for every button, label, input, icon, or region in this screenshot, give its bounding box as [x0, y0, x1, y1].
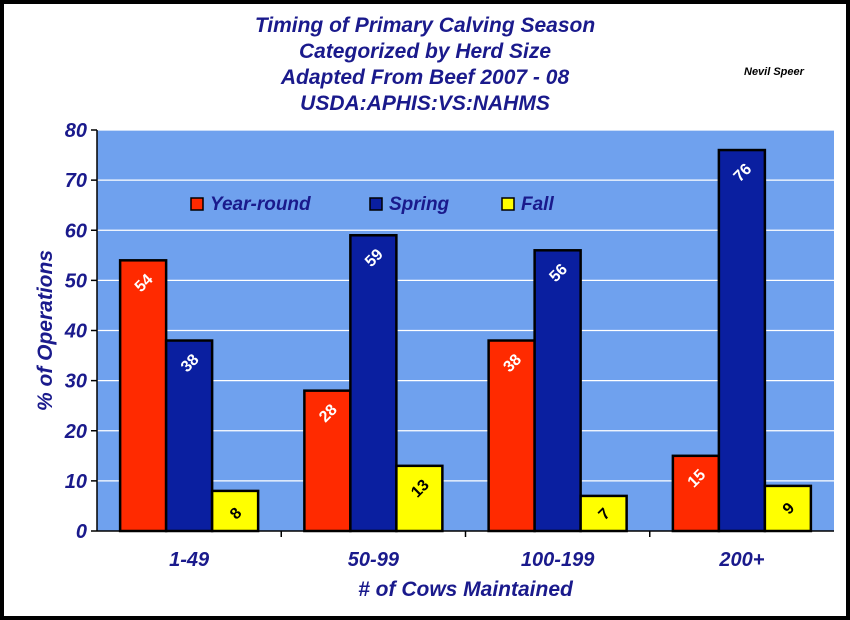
chart-title-line-2: Categorized by Herd Size [298, 40, 552, 63]
legend-swatch [369, 197, 383, 211]
y-tick-label: 30 [65, 371, 87, 393]
legend-label: Fall [521, 194, 554, 215]
chart-title-line-4: USDA:APHIS:VS:NAHMS [300, 92, 550, 115]
y-axis-title: % of Operations [34, 250, 57, 411]
bar [349, 234, 398, 533]
x-tick-label: 50-99 [348, 549, 400, 571]
chart-title-line-1: Timing of Primary Calving Season [254, 14, 596, 37]
bar [579, 494, 628, 533]
legend-label: Spring [389, 194, 450, 215]
x-tick-label: 1-49 [169, 549, 210, 571]
x-tick-label: 100-199 [521, 549, 595, 571]
bar [763, 484, 813, 533]
bar [487, 339, 536, 533]
y-tick-label: 10 [65, 471, 87, 493]
x-axis-title: # of Cows Maintained [358, 578, 574, 601]
y-tick-label: 70 [65, 170, 87, 192]
y-tick-label: 40 [64, 321, 87, 343]
y-tick-label: 0 [76, 521, 87, 543]
bar [164, 339, 214, 533]
chart-title-line-3: Adapted From Beef 2007 - 08 [280, 66, 570, 89]
y-tick-label: 80 [65, 120, 87, 142]
bar [118, 259, 168, 533]
bar [533, 249, 582, 533]
x-tick-label: 200+ [718, 549, 764, 571]
legend-swatch [190, 197, 204, 211]
legend-label: Year-round [210, 194, 311, 215]
legend-swatch [501, 197, 515, 211]
bar [717, 148, 767, 533]
y-tick-label: 60 [65, 220, 87, 242]
y-tick-label: 50 [65, 270, 87, 292]
bar [210, 489, 260, 533]
bar [395, 464, 444, 533]
author-credit: Nevil Speer [744, 66, 804, 78]
y-tick-label: 20 [64, 421, 87, 443]
bar [303, 389, 352, 533]
